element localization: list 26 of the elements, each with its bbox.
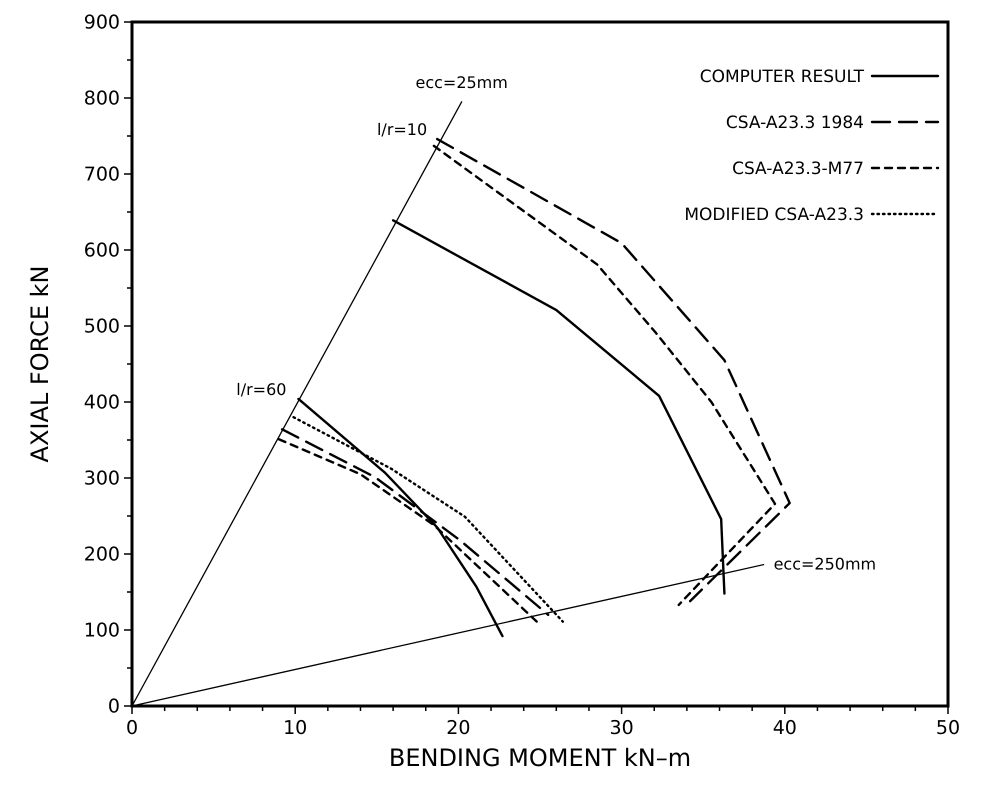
annotation: ecc=25mm — [415, 72, 508, 92]
x-tick-label: 0 — [126, 717, 138, 739]
annotation: l/r=60 — [236, 380, 286, 399]
x-tick-label: 50 — [936, 717, 960, 739]
y-axis-title: AXIAL FORCE kN — [26, 266, 54, 462]
x-tick-label: 40 — [772, 717, 797, 739]
legend-label: COMPUTER RESULT — [700, 67, 865, 87]
annotation: ecc=250mm — [774, 554, 876, 574]
y-tick-label: 400 — [84, 392, 120, 414]
x-tick-label: 20 — [446, 717, 470, 739]
x-tick-label: 30 — [610, 717, 634, 739]
y-tick-label: 600 — [84, 240, 120, 262]
y-tick-label: 800 — [84, 88, 120, 110]
legend-label: CSA-A23.3-M77 — [732, 159, 864, 179]
y-tick-label: 700 — [84, 164, 120, 186]
x-tick-label: 10 — [283, 717, 308, 739]
y-tick-label: 300 — [84, 468, 120, 490]
y-tick-label: 200 — [84, 544, 120, 566]
y-tick-label: 0 — [108, 696, 120, 718]
y-tick-label: 500 — [84, 316, 120, 338]
y-tick-label: 100 — [84, 620, 120, 642]
annotation: l/r=10 — [376, 120, 428, 140]
x-axis-title: BENDING MOMENT kN–m — [388, 744, 692, 772]
legend-label: CSA-A23.3 1984 — [726, 113, 864, 133]
legend-label: MODIFIED CSA-A23.3 — [684, 205, 864, 225]
y-tick-label: 900 — [84, 12, 120, 34]
